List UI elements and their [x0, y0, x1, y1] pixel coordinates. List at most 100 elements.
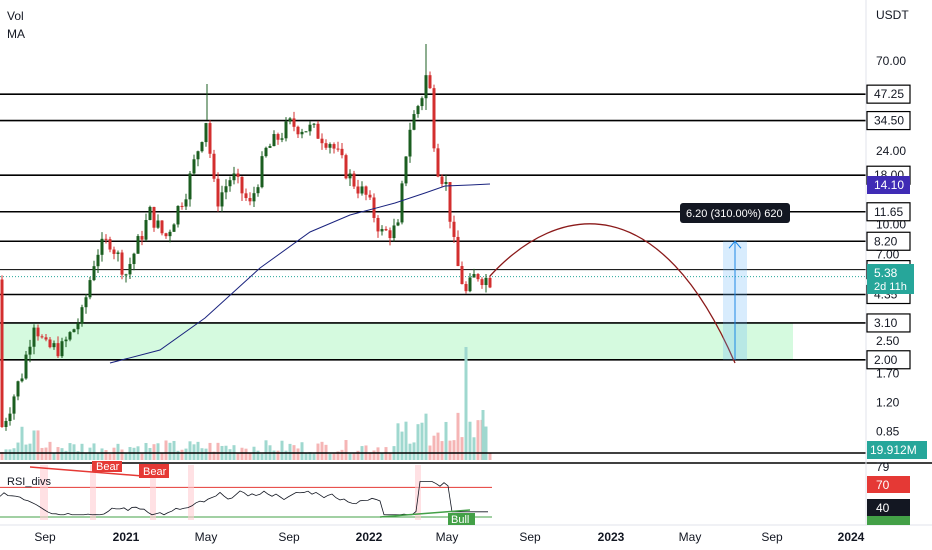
- volume-bar: [48, 441, 52, 460]
- candle-body: [320, 138, 324, 144]
- candle-body: [4, 421, 8, 428]
- volume-bar: [356, 450, 360, 460]
- volume-bar: [184, 448, 188, 460]
- rsi-tick: 70: [876, 478, 890, 492]
- price-tick: 0.85: [876, 425, 900, 439]
- currency-label: USDT: [876, 8, 909, 22]
- candle-body: [120, 252, 124, 275]
- price-tick: 7.00: [876, 248, 900, 262]
- ma-value-text: 14.10: [874, 178, 904, 192]
- volume-bars: [0, 347, 492, 460]
- candle-body: [160, 220, 164, 234]
- candle-body: [100, 238, 104, 255]
- volume-bar: [108, 453, 112, 460]
- volume-bar: [188, 441, 192, 460]
- candle-body: [144, 220, 148, 240]
- bull-badge: [448, 513, 475, 525]
- candle-body: [352, 173, 356, 187]
- time-tick: May: [436, 530, 459, 544]
- volume-bar: [144, 442, 148, 460]
- candle-body: [72, 329, 76, 333]
- volume-bar: [260, 453, 264, 460]
- candle-body: [476, 274, 480, 280]
- volume-bar: [204, 448, 208, 460]
- volume-bar: [481, 410, 485, 460]
- volume-bar: [116, 443, 120, 460]
- volume-bar: [212, 451, 216, 460]
- volume-bar: [72, 444, 76, 460]
- volume-bar: [368, 452, 372, 460]
- volume-bar: [60, 448, 64, 460]
- candle-body: [32, 327, 36, 347]
- current-price-text: 5.38: [874, 266, 898, 280]
- volume-bar: [352, 453, 356, 460]
- volume-bar: [464, 347, 468, 460]
- candle-body: [232, 173, 236, 181]
- volume-bar: [300, 442, 304, 460]
- volume-bar: [200, 448, 204, 460]
- candle-body: [360, 186, 364, 194]
- level-badge-text: 47.25: [874, 87, 904, 101]
- candle-body: [0, 279, 4, 428]
- candle-body: [428, 75, 432, 89]
- rsi-tick: 79: [876, 460, 890, 474]
- volume-bar: [388, 453, 392, 460]
- level-badge-text: 3.10: [874, 316, 898, 330]
- candle-body: [432, 88, 436, 149]
- candle-body: [344, 155, 348, 179]
- price-tick: 1.70: [876, 366, 900, 380]
- rsi-line: [0, 481, 488, 516]
- volume-value-badge: [867, 441, 927, 459]
- candle-body: [272, 134, 276, 147]
- ma-indicator-label: MA: [7, 27, 25, 41]
- bull-divergence-line: [379, 509, 471, 518]
- candle-body: [92, 266, 96, 281]
- volume-bar: [276, 450, 280, 460]
- volume-bar: [444, 421, 448, 460]
- candle-body: [76, 323, 80, 330]
- rsi-highlight: [188, 465, 194, 520]
- volume-bar: [96, 453, 100, 460]
- candle-body: [484, 277, 488, 286]
- rsi-40-badge: [867, 499, 910, 516]
- candle-body: [372, 197, 376, 218]
- candle-body: [156, 220, 160, 228]
- candle-body: [392, 225, 396, 239]
- volume-bar: [100, 448, 104, 460]
- volume-bar: [308, 452, 312, 460]
- rsi-tick: 40: [876, 501, 890, 515]
- time-tick: Sep: [761, 530, 783, 544]
- volume-bar: [340, 449, 344, 460]
- candle-body: [24, 354, 28, 379]
- candle-body: [356, 186, 360, 194]
- volume-bar: [244, 448, 248, 460]
- volume-bar: [396, 423, 400, 460]
- time-tick: 2021: [113, 530, 140, 544]
- candle-body: [96, 254, 100, 267]
- volume-bar: [36, 430, 40, 460]
- volume-bar: [24, 444, 28, 460]
- candle-body: [8, 413, 12, 422]
- candle-body: [252, 193, 256, 202]
- candle-body: [168, 231, 172, 237]
- volume-bar: [264, 440, 268, 460]
- candle-body: [40, 336, 44, 338]
- candle-body: [56, 343, 60, 357]
- volume-bar: [452, 440, 456, 460]
- volume-bar: [332, 453, 336, 460]
- volume-bar: [160, 452, 164, 460]
- time-tick: Sep: [278, 530, 300, 544]
- candle-body: [444, 182, 448, 184]
- price-tick: 24.00: [876, 144, 906, 158]
- candle-body: [184, 199, 188, 207]
- volume-bar: [64, 450, 68, 460]
- volume-bar: [236, 452, 240, 460]
- candle-body: [348, 173, 352, 179]
- candle-body: [240, 176, 244, 194]
- candle-body: [324, 143, 328, 148]
- volume-bar: [448, 440, 452, 460]
- volume-bar: [120, 449, 124, 460]
- candle-body: [336, 148, 340, 150]
- candle-body: [304, 131, 308, 133]
